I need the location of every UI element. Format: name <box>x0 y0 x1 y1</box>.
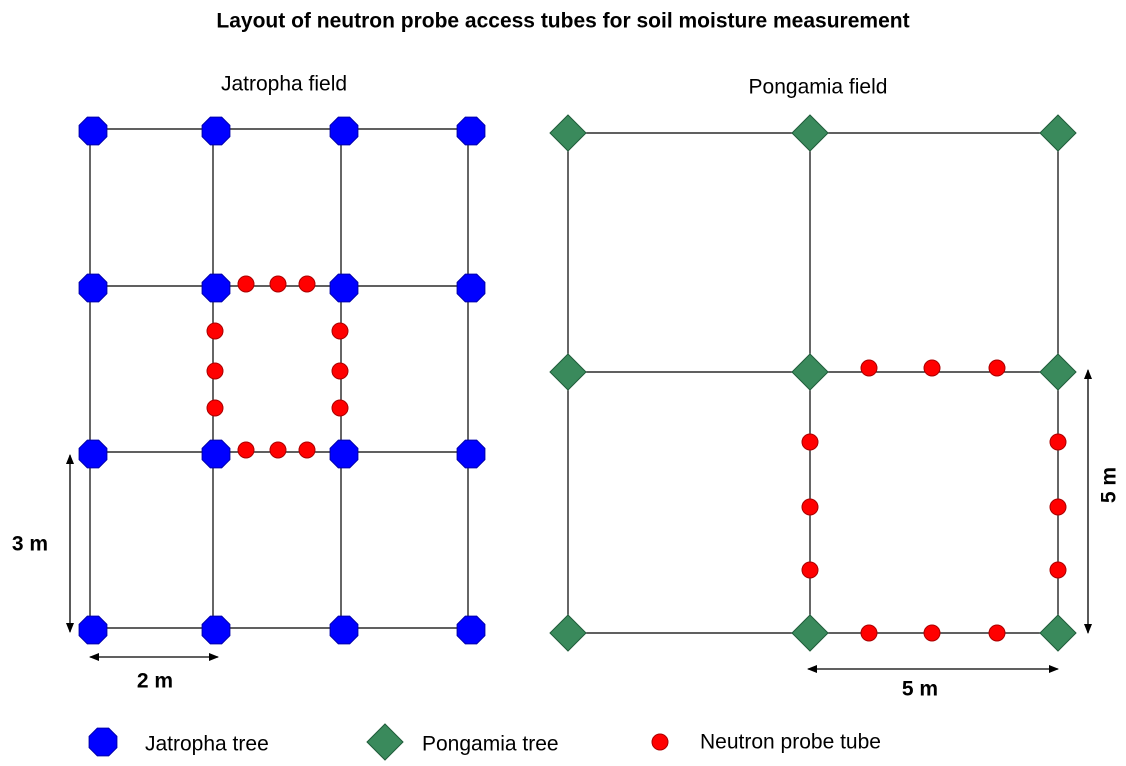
pongamia-tree <box>549 353 587 391</box>
pongamia-tree <box>1039 353 1077 391</box>
title: Layout of neutron probe access tubes for… <box>216 10 909 33</box>
field-label: Pongamia field <box>749 76 888 99</box>
neutron-probe-tube <box>206 362 224 380</box>
dimension-label: 3 m <box>12 533 48 556</box>
jatropha-tree <box>201 273 231 303</box>
dimension-label: 5 m <box>902 678 938 701</box>
neutron-probe-tube <box>801 498 819 516</box>
neutron-probe-tube <box>1049 498 1067 516</box>
pongamia-tree <box>549 614 587 652</box>
neutron-probe-tube <box>269 275 287 293</box>
neutron-probe-tube <box>923 624 941 642</box>
field-label: Jatropha field <box>221 73 347 96</box>
neutron-probe-tube <box>801 561 819 579</box>
jatropha-tree <box>78 273 108 303</box>
legend-label: Pongamia tree <box>422 733 559 756</box>
neutron-probe-tube <box>331 322 349 340</box>
jatropha-tree <box>456 439 486 469</box>
neutron-probe-tube <box>298 441 316 459</box>
legend-label: Jatropha tree <box>145 733 269 756</box>
neutron-probe-tube <box>860 624 878 642</box>
jatropha-tree <box>456 615 486 645</box>
pongamia-tree <box>791 114 829 152</box>
neutron-probe-tube <box>988 624 1006 642</box>
neutron-probe-tube <box>1049 561 1067 579</box>
pongamia-tree <box>791 614 829 652</box>
neutron-probe-tube <box>331 362 349 380</box>
jatropha-tree <box>329 439 359 469</box>
pongamia-tree <box>366 723 404 761</box>
jatropha-tree <box>456 116 486 146</box>
neutron-probe-tube <box>860 359 878 377</box>
jatropha-tree <box>88 727 118 757</box>
markers <box>78 114 1077 761</box>
neutron-probe-tube <box>801 433 819 451</box>
jatropha-tree <box>201 615 231 645</box>
jatropha-tree <box>78 615 108 645</box>
jatropha-tree <box>201 116 231 146</box>
jatropha-tree <box>329 116 359 146</box>
jatropha-tree <box>456 273 486 303</box>
neutron-probe-tube <box>298 275 316 293</box>
neutron-probe-tube <box>1049 433 1067 451</box>
pongamia-tree <box>1039 114 1077 152</box>
legend-label: Neutron probe tube <box>700 731 881 754</box>
pongamia-tree <box>1039 614 1077 652</box>
jatropha-tree <box>78 439 108 469</box>
neutron-probe-tube <box>206 399 224 417</box>
jatropha-tree <box>78 116 108 146</box>
dimension-label: 2 m <box>137 670 173 693</box>
pongamia-tree <box>791 353 829 391</box>
neutron-probe-tube <box>237 441 255 459</box>
jatropha-tree <box>329 615 359 645</box>
neutron-probe-tube <box>206 322 224 340</box>
jatropha-tree <box>201 439 231 469</box>
jatropha-tree <box>329 273 359 303</box>
neutron-probe-tube <box>269 441 287 459</box>
dimension-label: 5 m <box>1098 467 1121 503</box>
neutron-probe-tube <box>988 359 1006 377</box>
neutron-probe-tube <box>923 359 941 377</box>
neutron-probe-tube <box>651 733 669 751</box>
neutron-probe-tube <box>237 275 255 293</box>
neutron-probe-tube <box>331 399 349 417</box>
pongamia-tree <box>549 114 587 152</box>
